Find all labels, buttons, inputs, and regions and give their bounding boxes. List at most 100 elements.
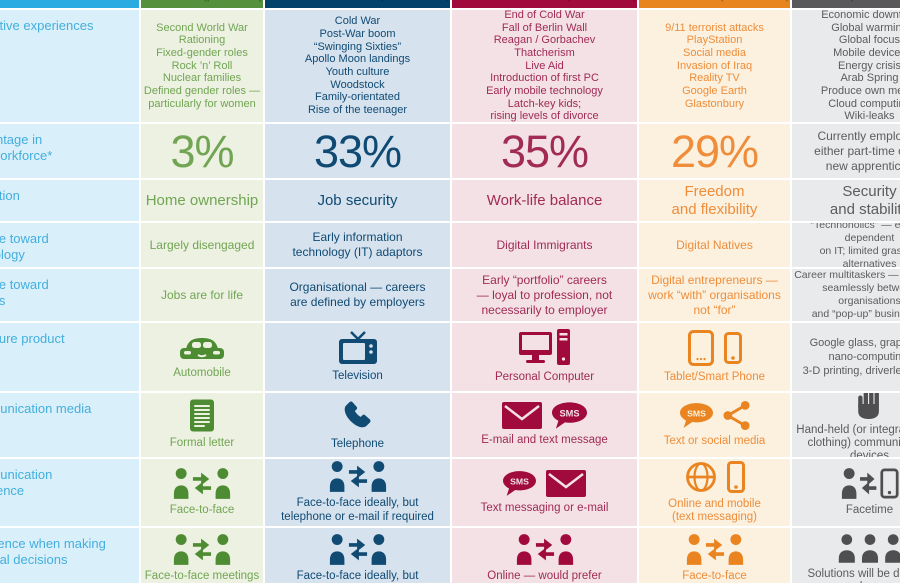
- media-label-col5: Hand-held (or integrated into clothing) …: [796, 423, 900, 457]
- row-label-financial-decisions: Preference when making financial decisio…: [0, 528, 139, 583]
- column-header-pre-1945: (pre-1945): [141, 0, 263, 8]
- people-exchange-icon: [329, 534, 387, 565]
- row-label-aspiration: Aspiration: [0, 180, 139, 221]
- media-label-col1: Formal letter: [169, 437, 235, 450]
- sms-bubble-icon: SMS: [503, 471, 536, 496]
- svg-text:SMS: SMS: [560, 409, 580, 419]
- product-cell-col3: Personal Computer: [452, 323, 637, 391]
- technology-cell-col4: Digital Natives: [639, 223, 790, 267]
- formative-cell-col1: Second World War Rationing Fixed-gender …: [141, 10, 263, 122]
- hand-icon: [857, 393, 882, 419]
- formative-cell-col2: Cold War Post-War boom “Swinging Sixties…: [265, 10, 450, 122]
- product-cell-col2: Television: [265, 323, 450, 391]
- media-cell-col4: SMS Text or social media: [639, 393, 790, 457]
- careers-cell-col4: Digital entrepreneurs — work “with” orga…: [639, 269, 790, 321]
- financial-label-col3: Online — would prefer face-to-face: [487, 570, 602, 582]
- column-header-1961-1980: (1961-1980): [452, 0, 637, 8]
- aspiration-cell-col2: Job security: [265, 180, 450, 221]
- telephone-icon: [341, 399, 375, 433]
- financial-cell-col2: Face-to-face ideally, but: [265, 528, 450, 583]
- preference-cell-col3: SMS Text messaging or e-mail: [452, 459, 637, 526]
- aspiration-cell-col3: Work-life balance: [452, 180, 637, 221]
- share-icon: [722, 401, 750, 431]
- television-icon: [335, 331, 381, 365]
- workforce-cell-col4: 29%: [639, 124, 790, 178]
- financial-cell-col3: Online — would prefer face-to-face: [452, 528, 637, 583]
- workforce-cell-col2: 33%: [265, 124, 450, 178]
- media-label-col4: Text or social media: [663, 435, 766, 448]
- media-cell-col3: SMS E-mail and text message: [452, 393, 637, 457]
- column-header-1981-1995: (1981-1995): [639, 0, 790, 8]
- row-label-workforce-percentage: Percentage in U.K. workforce*: [0, 124, 139, 178]
- financial-label-col4: Face-to-face: [682, 570, 747, 582]
- technology-cell-col2: Early information technology (IT) adapto…: [265, 223, 450, 267]
- row-label-signature-product: Signature product: [0, 323, 139, 391]
- smartphone-icon: [723, 331, 742, 364]
- automobile-icon: [179, 334, 225, 362]
- people-exchange-icon: [173, 534, 231, 565]
- financial-label-col1: Face-to-face meetings: [144, 570, 260, 582]
- column-header-born-after-1995: (Born after 1995): [792, 0, 900, 8]
- formal-letter-icon: [189, 399, 215, 432]
- aspiration-cell-col5: Security and stability: [792, 180, 900, 221]
- preference-cell-col1: Face-to-face: [141, 459, 263, 526]
- financial-cell-col1: Face-to-face meetings: [141, 528, 263, 583]
- preference-cell-col5: Facetime: [792, 459, 900, 526]
- sms-bubble-icon: SMS: [552, 402, 587, 430]
- aspiration-cell-col1: Home ownership: [141, 180, 263, 221]
- person-device-exchange-icon: [841, 467, 899, 499]
- row-label-communication-media: Communication media: [0, 393, 139, 457]
- product-cell-col1: Automobile: [141, 323, 263, 391]
- row-label-attitude-technology: Attitude toward technology: [0, 223, 139, 267]
- preference-label-col5: Facetime: [845, 503, 894, 516]
- media-cell-col5: Hand-held (or integrated into clothing) …: [792, 393, 900, 457]
- workforce-cell-col1: 3%: [141, 124, 263, 178]
- envelope-icon: [502, 402, 542, 430]
- financial-label-col5: Solutions will be digitally crowd-source…: [807, 568, 900, 583]
- smartphone-icon: [726, 460, 745, 493]
- envelope-icon: [546, 469, 586, 497]
- workforce-cell-col5: Currently employed either part-time or a…: [792, 124, 900, 178]
- preference-label-col2: Face-to-face ideally, but telephone or e…: [281, 497, 434, 523]
- product-cell-col4: Tablet/Smart Phone: [639, 323, 790, 391]
- media-label-col3: E-mail and text message: [481, 434, 608, 447]
- technology-cell-col5: “Technoholics” — entirely dependent on I…: [792, 223, 900, 267]
- sms-bubble-icon: SMS: [679, 403, 713, 429]
- workforce-cell-col3: 35%: [452, 124, 637, 178]
- product-label-col4: Tablet/Smart Phone: [663, 370, 765, 383]
- technology-cell-col3: Digital Immigrants: [452, 223, 637, 267]
- preference-label-col4: Online and mobile (text messaging): [668, 497, 761, 523]
- product-label-col2: Television: [332, 369, 383, 382]
- media-cell-col1: Formal letter: [141, 393, 263, 457]
- column-header-1945-1960: (1945-1960): [265, 0, 450, 8]
- formative-cell-col4: 9/11 terrorist attacks PlayStation Socia…: [639, 10, 790, 122]
- three-people-icon: [837, 534, 900, 563]
- product-label-col3: Personal Computer: [494, 371, 595, 384]
- people-exchange-icon: [516, 534, 574, 565]
- financial-label-col2: Face-to-face ideally, but: [296, 570, 419, 582]
- aspiration-cell-col4: Freedom and flexibility: [639, 180, 790, 221]
- row-label-communication-preference: Communication preference: [0, 459, 139, 526]
- careers-cell-col1: Jobs are for life: [141, 269, 263, 321]
- product-cell-col5: Google glass, graphene, nano-computing, …: [792, 323, 900, 391]
- svg-text:SMS: SMS: [687, 409, 706, 419]
- formative-cell-col5: Economic downturn Global warming Global …: [792, 10, 900, 122]
- preference-label-col1: Face-to-face: [169, 503, 235, 516]
- careers-cell-col3: Early “portfolio” careers — loyal to pro…: [452, 269, 637, 321]
- label-column-header-bar: [0, 0, 139, 8]
- preference-cell-col2: Face-to-face ideally, but telephone or e…: [265, 459, 450, 526]
- technology-cell-col1: Largely disengaged: [141, 223, 263, 267]
- preference-cell-col4: Online and mobile (text messaging): [639, 459, 790, 526]
- media-cell-col2: Telephone: [265, 393, 450, 457]
- svg-text:SMS: SMS: [510, 476, 529, 486]
- formative-cell-col3: End of Cold War Fall of Berlin Wall Reag…: [452, 10, 637, 122]
- people-exchange-icon: [173, 467, 231, 499]
- tablet-icon: [687, 329, 714, 366]
- careers-cell-col2: Organisational — careers are defined by …: [265, 269, 450, 321]
- people-exchange-icon: [686, 534, 744, 565]
- media-label-col2: Telephone: [330, 437, 385, 450]
- careers-cell-col5: Career multitaskers — will move seamless…: [792, 269, 900, 321]
- preference-label-col3: Text messaging or e-mail: [480, 501, 609, 514]
